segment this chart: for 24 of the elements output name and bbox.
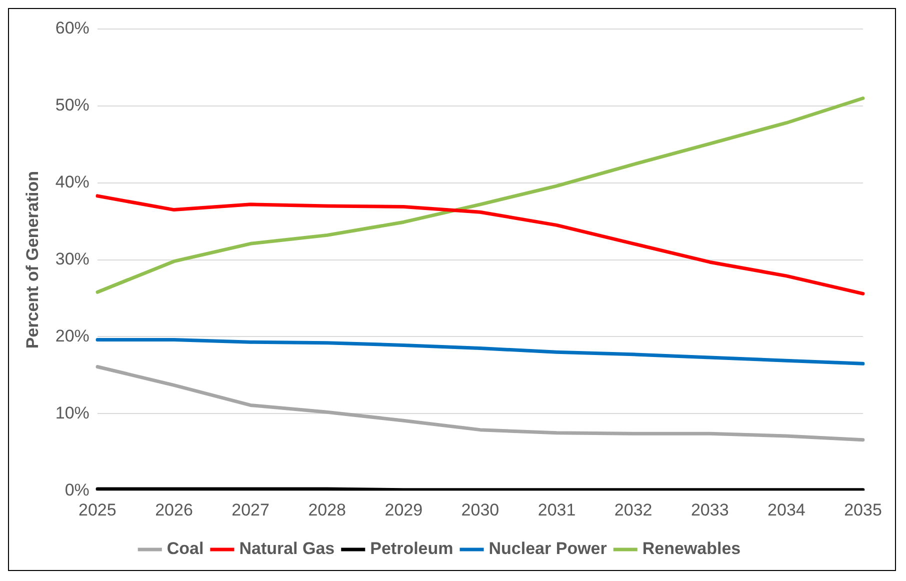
legend-label: Nuclear Power xyxy=(488,539,608,558)
legend-label: Petroleum xyxy=(370,539,454,558)
x-tick-label: 2028 xyxy=(308,500,346,520)
y-tick-label: 60% xyxy=(55,18,90,38)
legend-label: Natural Gas xyxy=(239,539,335,558)
x-tick-label: 2031 xyxy=(538,500,576,520)
x-tick-label: 2026 xyxy=(155,500,193,520)
y-tick-label: 50% xyxy=(55,96,90,115)
y-tick-label: 0% xyxy=(64,480,90,500)
x-tick-label: 2033 xyxy=(690,500,729,520)
legend-label: Renewables xyxy=(642,539,741,558)
x-tick-label: 2032 xyxy=(614,500,652,520)
legend-label: Coal xyxy=(166,539,204,558)
x-tick-label: 2030 xyxy=(461,500,500,520)
y-axis-title: Percent of Generation xyxy=(22,170,42,349)
y-tick-label: 40% xyxy=(55,172,90,192)
x-tick-label: 2025 xyxy=(78,500,116,520)
y-tick-label: 20% xyxy=(55,326,90,346)
x-tick-label: 2034 xyxy=(768,500,806,520)
y-tick-label: 10% xyxy=(55,403,90,422)
x-tick-label: 2029 xyxy=(384,500,423,520)
y-tick-label: 30% xyxy=(55,249,90,268)
x-tick-label: 2035 xyxy=(844,500,882,520)
x-tick-label: 2027 xyxy=(232,500,270,520)
